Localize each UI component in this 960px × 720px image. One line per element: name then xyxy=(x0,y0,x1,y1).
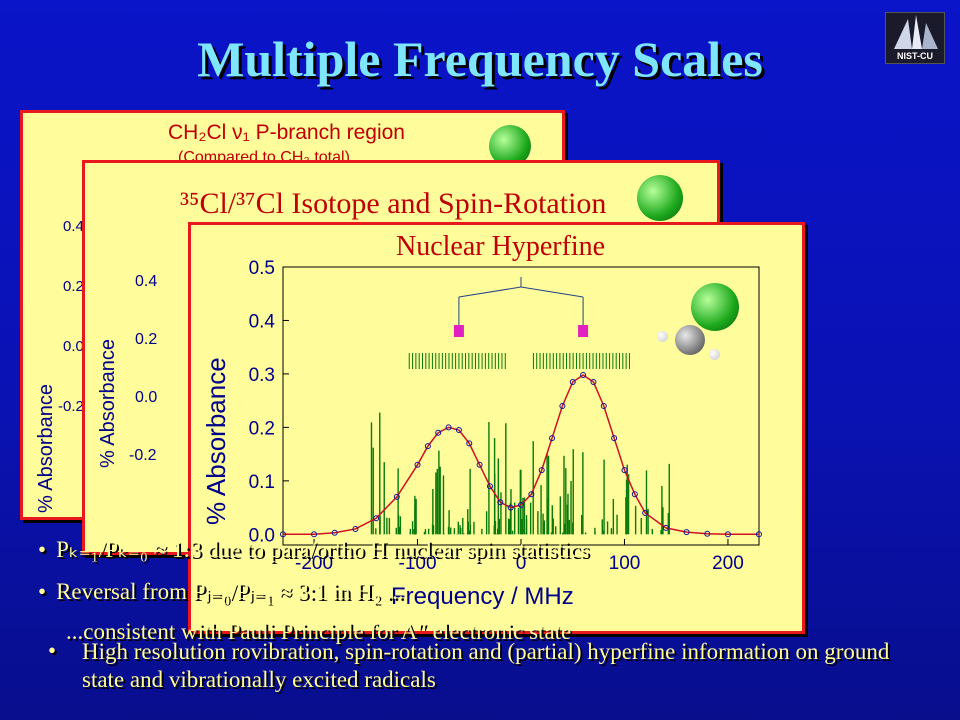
panel3-title: Nuclear Hyperfine xyxy=(396,231,606,262)
carbon-atom-icon xyxy=(675,325,705,355)
panel1-ytick: 0.0 xyxy=(63,338,84,355)
panel1-ytick: 0.2 xyxy=(63,278,84,295)
x-tick-label: 200 xyxy=(712,553,744,574)
data-point xyxy=(373,515,380,522)
bullet-item: ...consistent with Pauli Principle for A… xyxy=(66,619,571,645)
data-point xyxy=(352,525,359,532)
data-point xyxy=(455,427,462,434)
y-tick-label: 0.1 xyxy=(249,472,275,493)
panel1-ytick: -0.2 xyxy=(58,398,84,415)
bullet-dot: • xyxy=(48,638,57,663)
panel2-ytick: -0.2 xyxy=(129,447,157,464)
data-point xyxy=(631,491,638,498)
data-point xyxy=(466,440,473,447)
hydrogen-atom-icon xyxy=(657,331,668,342)
x-tick-label: -200 xyxy=(295,553,333,574)
slide-title: Multiple Frequency Scales xyxy=(197,31,763,87)
data-point xyxy=(756,531,762,538)
split-block xyxy=(578,325,589,337)
panel2-title: ³⁵Cl/³⁷Cl Isotope and Spin-Rotation xyxy=(180,187,607,220)
data-point xyxy=(642,509,649,516)
tower-icon xyxy=(894,15,938,49)
bullet-item: • Reversal from Pⱼ₌₀/Pⱼ₌₁ ≈ 3:1 in H₂ ... xyxy=(38,579,404,604)
bottom-bullet-text: High resolution rovibration, spin-rotati… xyxy=(82,639,890,692)
data-point xyxy=(600,403,607,409)
bullet-text: ...consistent with Pauli Principle for A… xyxy=(66,619,572,644)
data-point xyxy=(683,529,690,536)
x-tick-label: 0 xyxy=(516,553,527,574)
data-point xyxy=(549,435,556,442)
nist-cu-logo: NIST-CU xyxy=(885,12,945,64)
panel2-ytick: 0.2 xyxy=(135,331,158,348)
fit-curve xyxy=(283,374,759,536)
panel2-ytick: 0.0 xyxy=(135,389,158,406)
panel1-title: CH₂Cl ν₁ P-branch region xyxy=(168,121,405,144)
y-tick-label: 0.0 xyxy=(249,525,275,546)
logo-text: NIST-CU xyxy=(897,51,933,61)
data-point xyxy=(445,424,452,431)
data-point xyxy=(476,461,483,468)
panel2-ytick: 0.4 xyxy=(135,273,158,290)
panel1-ytick: 0.4 xyxy=(63,218,84,235)
data-point xyxy=(538,467,545,474)
panel3-xlabel: Frequency / MHz xyxy=(391,583,574,610)
y-tick-label: 0.5 xyxy=(249,258,275,279)
chlorine-atom-icon xyxy=(691,283,739,331)
data-point xyxy=(704,530,711,537)
panel1-ylabel: % Absorbance xyxy=(35,384,57,513)
data-point xyxy=(569,378,576,385)
x-tick-label: -100 xyxy=(399,553,437,574)
x-tick-label: 100 xyxy=(609,553,641,574)
bullet-text: Pₖ₌₁/Pₖ₌₀ ≈ 1:3 due to para/ortho H nucl… xyxy=(56,537,590,562)
data-point xyxy=(311,531,318,538)
hyperfine-chart: 0.0 0.1 0.2 0.3 0.4 0.5 -200 -100 0 100 200 xyxy=(249,258,762,574)
bottom-bullet: • High resolution rovibration, spin-rota… xyxy=(48,638,928,694)
data-point xyxy=(580,371,587,378)
data-point xyxy=(662,524,669,531)
bullet-text: Reversal from Pⱼ₌₀/Pⱼ₌₁ ≈ 3:1 in H₂ ... xyxy=(56,579,404,604)
data-point xyxy=(497,499,504,506)
data-point xyxy=(611,435,618,442)
data-point xyxy=(528,491,535,498)
hydrogen-atom-icon xyxy=(709,349,720,360)
data-point xyxy=(486,483,493,490)
data-point xyxy=(424,443,431,450)
chlorine-atom-icon xyxy=(637,175,683,221)
data-point xyxy=(414,461,421,468)
bullet-item: • Pₖ₌₁/Pₖ₌₀ ≈ 1:3 due to para/ortho H nuc… xyxy=(38,537,590,562)
data-point xyxy=(393,493,400,500)
data-point xyxy=(331,529,338,536)
panel-hyperfine: Nuclear Hyperfine % Absorbance 0.0 0.1 0.2… xyxy=(188,222,805,634)
split-tree xyxy=(458,286,522,298)
y-tick-label: 0.4 xyxy=(249,311,276,332)
data-point xyxy=(724,531,731,538)
y-tick-label: 0.2 xyxy=(249,418,275,439)
data-point xyxy=(518,501,524,508)
data-point xyxy=(590,378,597,385)
panel2-ylabel: % Absorbance xyxy=(97,339,119,468)
data-point xyxy=(280,531,286,538)
data-point xyxy=(621,467,628,474)
data-point xyxy=(435,429,442,436)
data-point xyxy=(559,403,566,409)
data-point xyxy=(507,504,514,511)
y-tick-label: 0.3 xyxy=(249,365,275,386)
split-block xyxy=(453,325,464,337)
split-tree xyxy=(520,286,584,298)
